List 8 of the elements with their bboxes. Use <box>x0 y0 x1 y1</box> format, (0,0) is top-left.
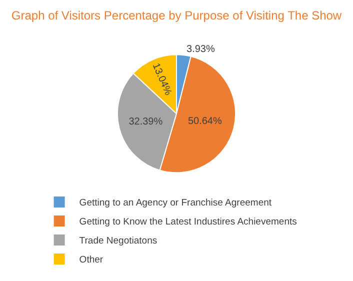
legend-label: Trade Negotiatons <box>79 236 158 247</box>
data-label: 50.64% <box>188 116 222 127</box>
legend-label: Getting to Know the Latest Industires Achievements <box>79 216 298 228</box>
data-label: 3.93% <box>186 44 215 56</box>
legend-label: Other <box>79 254 104 266</box>
legend-label: Getting to an Agency or Franchise Agreement <box>79 198 272 209</box>
data-label: 32.39% <box>128 116 163 128</box>
chart-title: Graph of Visitors Percentage by Purpose of Visiting The Show <box>11 8 342 23</box>
